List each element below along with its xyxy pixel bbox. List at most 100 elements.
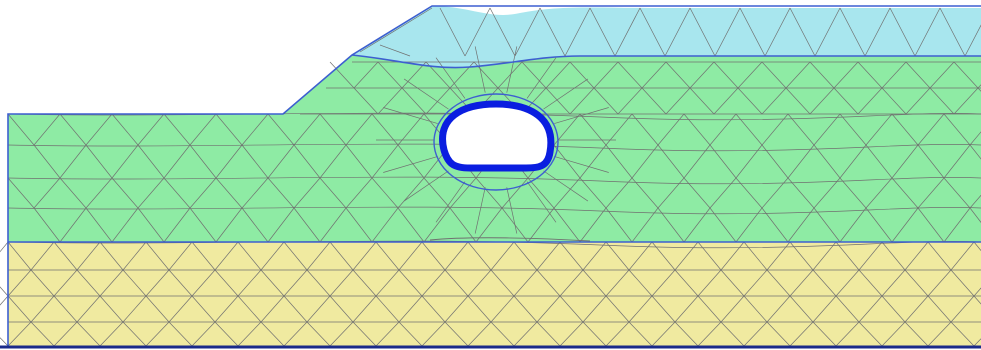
mesh-edge bbox=[812, 321, 837, 347]
mesh-edge bbox=[267, 177, 295, 209]
mesh-edge bbox=[99, 321, 124, 347]
mesh-edge bbox=[709, 113, 737, 146]
mesh-edge bbox=[697, 269, 722, 297]
mesh-edge bbox=[789, 7, 816, 57]
mesh-edge bbox=[241, 207, 269, 243]
mesh-edge bbox=[329, 269, 354, 297]
mesh-edge bbox=[168, 241, 193, 271]
mesh-edge bbox=[813, 144, 841, 179]
mesh-edge bbox=[764, 7, 791, 57]
mesh-edge bbox=[559, 269, 584, 297]
mesh-edge bbox=[122, 321, 147, 347]
mesh-edge bbox=[397, 177, 425, 209]
mesh-edge bbox=[605, 321, 630, 347]
mesh-edge bbox=[122, 269, 147, 297]
mesh-edge bbox=[761, 144, 789, 179]
mesh-edge bbox=[564, 7, 591, 57]
mesh-edge bbox=[950, 321, 975, 347]
mesh-edge bbox=[59, 113, 87, 146]
mesh-edge bbox=[927, 241, 952, 271]
mesh-edge bbox=[53, 241, 78, 271]
mesh-edge bbox=[631, 207, 659, 243]
mesh-edge bbox=[444, 269, 469, 297]
mesh-edge bbox=[789, 321, 814, 347]
mesh-edge bbox=[7, 321, 32, 347]
mesh-edge bbox=[345, 113, 373, 146]
mesh-edge bbox=[714, 7, 741, 57]
mesh-edge bbox=[0, 286, 9, 297]
mesh-edge bbox=[789, 295, 814, 323]
mesh-edge bbox=[241, 113, 269, 146]
mesh-edge bbox=[99, 295, 124, 323]
tunnel[interactable] bbox=[433, 93, 559, 191]
mesh-edge bbox=[7, 295, 32, 323]
mesh-edge bbox=[352, 269, 377, 297]
mesh-edge bbox=[490, 295, 515, 323]
mesh-edge bbox=[864, 7, 891, 57]
mesh-edge bbox=[605, 269, 630, 297]
mesh-edge bbox=[137, 177, 165, 209]
mesh-edge bbox=[237, 321, 262, 347]
mesh-edge bbox=[833, 87, 859, 115]
mesh-edge bbox=[689, 87, 715, 115]
mesh-edge bbox=[833, 61, 859, 89]
mesh-edge bbox=[865, 144, 893, 179]
mesh-edge bbox=[111, 207, 139, 243]
mesh-edge bbox=[111, 177, 139, 209]
mesh-lines bbox=[0, 7, 981, 347]
mesh-edge bbox=[76, 241, 101, 271]
mesh-edge bbox=[743, 295, 768, 323]
mesh-edge bbox=[559, 321, 584, 347]
mesh-edge bbox=[260, 295, 285, 323]
mesh-edge bbox=[593, 87, 619, 115]
tunnel-lining[interactable] bbox=[439, 100, 555, 172]
mesh-edge bbox=[536, 295, 561, 323]
mesh-edge bbox=[403, 170, 449, 202]
mesh-edge bbox=[605, 144, 633, 179]
mesh-edge bbox=[214, 269, 239, 297]
mesh-edge bbox=[683, 113, 711, 146]
mesh-edge bbox=[943, 144, 971, 179]
mesh-edge bbox=[969, 144, 981, 160]
mesh-edge bbox=[812, 295, 837, 323]
mesh-edge bbox=[835, 321, 860, 347]
mesh-edge bbox=[720, 269, 745, 297]
mesh-edge bbox=[345, 177, 373, 209]
mesh-edge bbox=[191, 269, 216, 297]
mesh-edge bbox=[449, 177, 477, 209]
mesh-edge bbox=[76, 295, 101, 323]
mesh-edge bbox=[881, 295, 906, 323]
mesh-edge bbox=[377, 87, 403, 115]
mesh-edge bbox=[969, 194, 981, 209]
mesh-edge bbox=[631, 113, 659, 146]
mesh-edge bbox=[891, 207, 919, 243]
mesh-edge bbox=[605, 207, 633, 243]
mesh-edge bbox=[0, 337, 9, 347]
mesh-edge bbox=[215, 144, 243, 179]
mesh-edge bbox=[927, 295, 952, 323]
mesh-edge bbox=[345, 144, 373, 179]
mesh-edge bbox=[739, 7, 766, 57]
mesh-edge bbox=[163, 207, 191, 243]
mesh-edge bbox=[260, 241, 285, 271]
mesh-edge bbox=[168, 295, 193, 323]
mesh-edge bbox=[569, 61, 595, 89]
mesh-edge bbox=[554, 156, 609, 173]
mesh-edge bbox=[375, 241, 400, 271]
mesh-edge bbox=[881, 269, 906, 297]
mesh-edge bbox=[283, 295, 308, 323]
mesh-edge bbox=[33, 207, 61, 243]
mesh-edge bbox=[582, 295, 607, 323]
mesh-edge bbox=[429, 237, 591, 242]
mesh-edge bbox=[122, 295, 147, 323]
mesh-edge bbox=[371, 144, 399, 179]
mesh-edge bbox=[489, 7, 516, 57]
tunnel-outer-ring bbox=[433, 93, 559, 191]
mesh-edge bbox=[497, 61, 523, 89]
mesh-edge bbox=[787, 113, 815, 146]
mesh-edge bbox=[379, 44, 411, 57]
mesh-edge bbox=[665, 61, 691, 89]
mesh-edge bbox=[881, 321, 906, 347]
